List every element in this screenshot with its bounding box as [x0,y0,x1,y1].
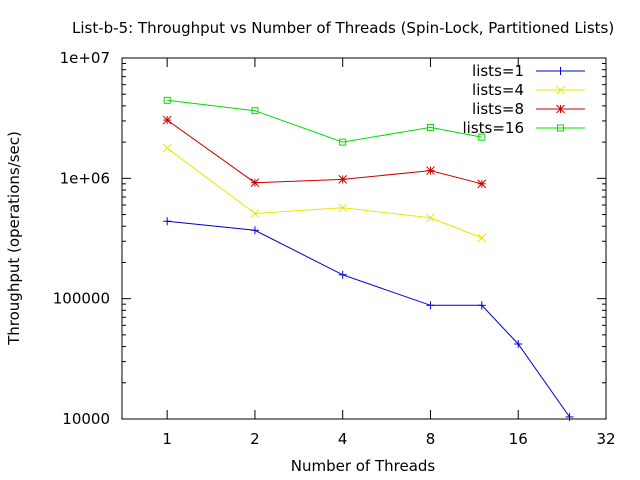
y-tick-label: 10000 [62,410,110,428]
y-tick-label: 100000 [53,290,110,308]
data-point [426,213,435,223]
legend-label: lists=8 [472,100,524,118]
data-point [338,270,347,279]
data-point [478,133,486,141]
series-line [166,147,482,239]
series-lists-1 [163,217,574,421]
data-point [514,340,523,349]
data-point [426,123,434,131]
series-lists-8 [162,115,487,189]
series-line [167,99,482,143]
y-tick-label: 1e+06 [60,169,110,187]
x-tick-label: 8 [426,430,436,448]
plot-frame [121,57,607,420]
data-point [426,301,435,310]
data-point [163,96,171,104]
data-point [250,209,260,218]
y-axis-label: Throughput (operations/sec) [5,131,23,346]
legend-entry: lists=16 [462,119,585,137]
data-point [426,166,435,175]
data-point [339,138,347,146]
x-tick-label: 16 [509,430,528,448]
legend-swatch-marker [556,67,565,75]
data-point [162,115,172,125]
legend-swatch-marker [557,124,564,132]
chart-title: List-b-5: Throughput vs Number of Thread… [72,19,614,37]
data-point [250,226,259,235]
legend-label: lists=1 [472,62,524,80]
data-point [338,175,348,184]
legend-label: lists=4 [472,81,524,99]
x-tick-label: 32 [596,430,615,448]
legend-entry: lists=8 [472,100,585,118]
data-point [477,179,487,189]
legend-entry: lists=1 [472,62,585,80]
data-point [250,178,260,188]
data-point [162,143,172,153]
legend-entry: lists=4 [472,81,585,99]
series-line [167,220,571,418]
data-point [251,107,259,115]
series-layer [162,96,574,421]
x-tick-label: 4 [338,430,348,448]
axis-ticks: 1 2 4 8 16 32 10000 100000 1e+06 1e+07 [53,49,616,448]
data-point [477,233,487,243]
legend-swatch-marker [556,85,565,95]
series-lists-4 [162,143,487,243]
data-point [338,203,348,213]
x-tick-label: 2 [250,430,260,448]
data-point [163,217,172,226]
legend-label: lists=16 [462,119,524,137]
x-axis-label: Number of Threads [291,457,436,475]
data-point [565,412,574,421]
series-lists-16 [163,96,486,146]
x-tick-label: 1 [162,430,172,448]
y-tick-label: 1e+07 [60,49,110,67]
legend-swatch-marker [556,104,565,114]
data-point [477,301,486,310]
